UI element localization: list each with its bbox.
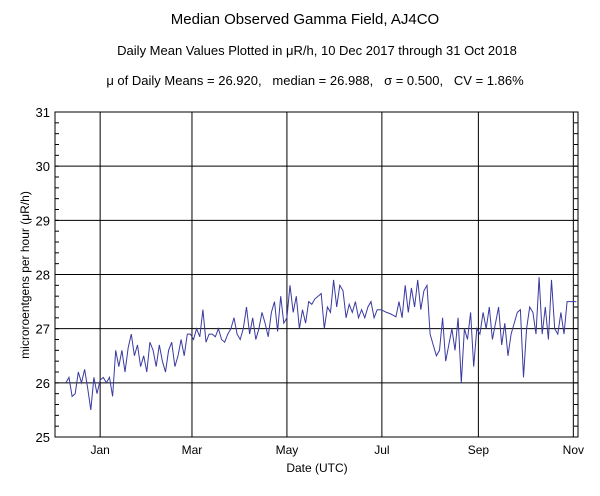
y-tick-label: 27 [36,322,50,337]
chart-stats: μ of Daily Means = 26.920, median = 26.9… [106,73,524,88]
x-axis-label: Date (UTC) [286,461,347,475]
chart-title: Median Observed Gamma Field, AJ4CO [171,11,439,28]
series-line-daily-mean [65,277,577,410]
ticks [55,122,578,438]
x-tick-label: Nov [563,443,584,457]
chart-subtitle: Daily Mean Values Plotted in μR/h, 10 De… [117,43,517,58]
x-tick-label: Jul [374,443,389,457]
x-tick-label: Mar [182,443,203,457]
x-tick-label: Jan [90,443,109,457]
y-tick-label: 26 [36,376,50,391]
y-tick-label: 25 [36,430,50,445]
y-tick-label: 31 [36,105,50,120]
y-tick-label: 30 [36,159,50,174]
y-tick-label: 29 [36,213,50,228]
grid [55,111,578,438]
x-tick-label: May [276,443,299,457]
x-tick-label: Sep [468,443,490,457]
y-axis-label: microroentgens per hour (μR/h) [18,191,32,359]
y-tick-label: 28 [36,268,50,283]
